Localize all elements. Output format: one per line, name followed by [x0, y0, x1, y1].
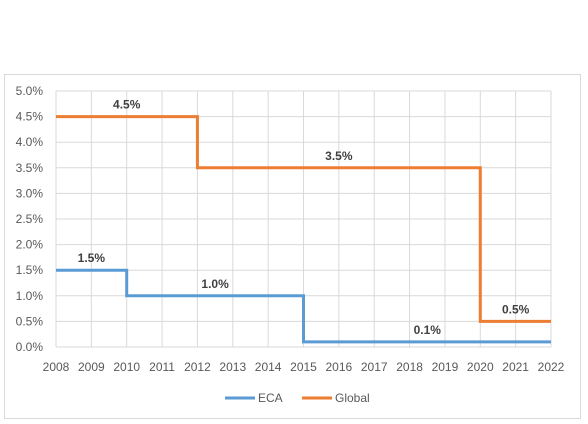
x-tick-label: 2014: [255, 360, 282, 374]
x-tick-label: 2008: [43, 360, 70, 374]
x-tick-label: 2009: [78, 360, 105, 374]
y-tick-label: 3.5%: [16, 161, 44, 175]
x-tick-label: 2015: [290, 360, 317, 374]
x-tick-label: 2018: [396, 360, 423, 374]
legend-label-eca: ECA: [258, 391, 283, 405]
y-tick-label: 1.0%: [16, 289, 44, 303]
x-tick-label: 2017: [361, 360, 388, 374]
x-tick-label: 2020: [467, 360, 494, 374]
legend-label-global: Global: [335, 391, 370, 405]
y-tick-label: 1.5%: [16, 263, 44, 277]
data-label: 1.5%: [78, 251, 106, 265]
data-label: 4.5%: [113, 98, 141, 112]
data-label: 0.5%: [502, 302, 530, 316]
data-label: 1.0%: [201, 277, 229, 291]
y-tick-label: 0.0%: [16, 340, 44, 354]
x-tick-label: 2021: [502, 360, 529, 374]
y-axis: 0.0% 0.5% 1.0% 1.5% 2.0% 2.5% 3.0% 3.5% 4.0% 4.5%…: [16, 84, 44, 354]
y-tick-label: 2.0%: [16, 238, 44, 252]
y-tick-label: 0.5%: [16, 314, 44, 328]
step-line-chart: 0.0% 0.5% 1.0% 1.5% 2.0% 2.5% 3.0% 3.5% 4.0% 4.5%…: [16, 84, 565, 405]
y-tick-label: 4.0%: [16, 135, 44, 149]
x-tick-label: 2013: [219, 360, 246, 374]
chart-area: 0.0% 0.5% 1.0% 1.5% 2.0% 2.5% 3.0% 3.5% 4.0% 4.5%…: [4, 74, 581, 419]
y-tick-label: 3.0%: [16, 186, 44, 200]
x-tick-label: 2019: [432, 360, 459, 374]
x-tick-label: 2012: [184, 360, 211, 374]
gridlines: [55, 90, 552, 348]
x-tick-label: 2010: [113, 360, 140, 374]
data-labels: 1.5% 1.0% 0.1% 4.5% 3.5% 0.5%: [78, 98, 530, 337]
series-group: [56, 115, 551, 344]
x-tick-label: 2016: [326, 360, 353, 374]
series-line-global: [56, 115, 551, 323]
legend: ECA Global: [225, 391, 370, 405]
data-label: 3.5%: [325, 149, 353, 163]
x-axis: 2008 2009 2010 2011 2012 2013 2014 2015 2016 2017…: [43, 360, 565, 374]
y-tick-label: 5.0%: [16, 84, 44, 98]
y-tick-label: 4.5%: [16, 110, 44, 124]
series-line-eca: [56, 268, 551, 344]
x-tick-label: 2011: [149, 360, 175, 374]
y-tick-label: 2.5%: [16, 212, 44, 226]
data-label: 0.1%: [414, 323, 442, 337]
x-tick-label: 2022: [538, 360, 565, 374]
